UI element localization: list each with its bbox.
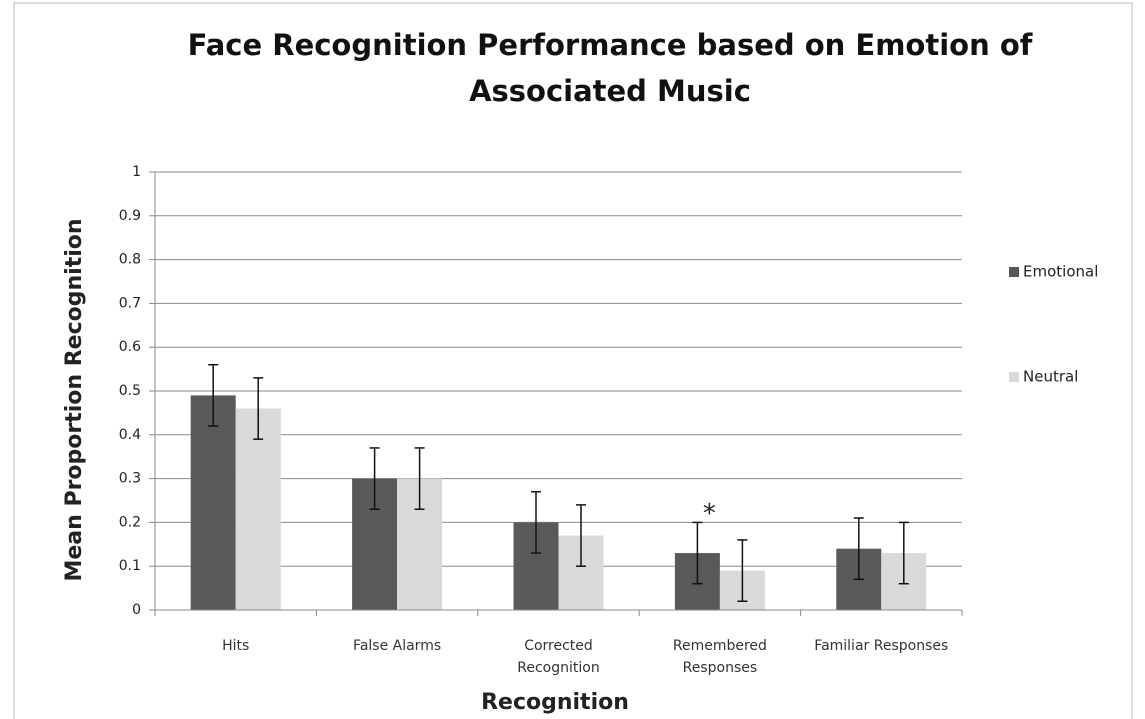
y-tick-label: 0.4	[119, 427, 141, 443]
x-axis-title: Recognition	[481, 690, 629, 715]
x-tick-label: Corrected Recognition	[517, 638, 600, 676]
legend-label: Neutral	[1023, 368, 1078, 386]
x-tick-label: Remembered Responses	[672, 638, 767, 676]
y-tick-label: 0.8	[119, 252, 141, 268]
annotation: *	[703, 499, 716, 529]
y-axis-title: Mean Proportion Recognition	[62, 218, 87, 581]
y-tick-label: 0.9	[119, 208, 141, 224]
y-tick-label: 0.6	[119, 339, 141, 355]
chart-title: Face Recognition Performance based on Em…	[187, 28, 1033, 108]
x-tick-label: Hits	[222, 638, 250, 654]
y-tick-label: 0.3	[119, 471, 141, 487]
y-tick-label: 0.1	[119, 558, 141, 574]
bar	[190, 395, 236, 610]
x-tick-label: Familiar Responses	[814, 638, 949, 654]
y-tick-label: 0.7	[119, 295, 141, 311]
legend-swatch	[1009, 267, 1019, 277]
y-tick-label: 0	[132, 602, 141, 618]
legend-label: Emotional	[1023, 263, 1098, 281]
legend-swatch	[1009, 372, 1019, 382]
y-tick-label: 0.2	[119, 514, 141, 530]
x-tick-label: False Alarms	[353, 638, 442, 654]
y-tick-label: 1	[132, 164, 141, 180]
bar	[235, 408, 281, 610]
y-tick-label: 0.5	[119, 383, 141, 399]
